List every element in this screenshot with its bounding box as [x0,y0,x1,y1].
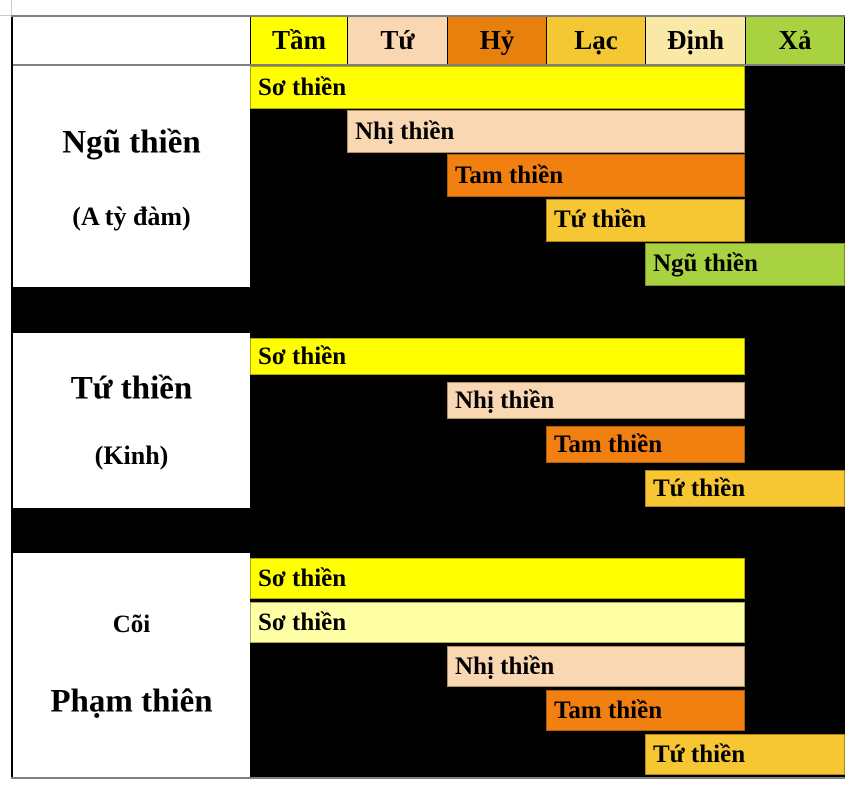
column-header-tu: Tứ [347,17,447,64]
jhana-bar-ngu-thien-a-ty-dam-tam-thien: Tam thiền [447,154,745,198]
section-subtitle: Phạm thiên [50,683,213,720]
jhana-bar-coi-pham-thien-tam-thien: Tam thiền [546,690,745,731]
section-subtitle: (Kinh) [94,440,169,470]
jhana-bar-ngu-thien-a-ty-dam-ngu-thien: Ngũ thiền [645,242,845,286]
spreadsheet-gridline-artifact-horizontal [0,15,11,16]
jhana-bar-coi-pham-thien-so-thien: Sơ thiền [250,558,745,599]
column-header-tam: Tầm [250,17,347,64]
section-title: Cõi [112,610,151,638]
jhana-bar-tu-thien-kinh-tam-thien: Tam thiền [546,426,745,463]
jhana-bar-tu-thien-kinh-tu-thien: Tứ thiền [645,470,845,507]
jhana-bar-tu-thien-kinh-nhi-thien: Nhị thiền [447,382,745,419]
jhana-bar-ngu-thien-a-ty-dam-nhi-thien: Nhị thiền [347,110,745,154]
spreadsheet-gridline-artifact-vertical [11,0,12,15]
table-top-border [11,15,845,17]
jhana-bar-coi-pham-thien-so-thien-2: Sơ thiền [250,602,745,643]
jhana-bar-coi-pham-thien-tu-thien: Tứ thiền [645,734,845,775]
section-title: Tứ thiền [70,370,193,407]
table-bottom-border [11,777,845,779]
jhana-bar-coi-pham-thien-nhi-thien: Nhị thiền [447,646,745,687]
section-subtitle: (A tỳ đàm) [72,202,191,232]
column-header-hy: Hỷ [447,17,546,64]
jhana-bar-tu-thien-kinh-so-thien: Sơ thiền [250,338,745,375]
jhana-bar-ngu-thien-a-ty-dam-so-thien: Sơ thiền [250,66,745,109]
header-spacer-cell [13,17,250,64]
section-label-tu-thien-kinh: Tứ thiền (Kinh) [13,333,250,508]
table-left-border [11,17,13,777]
column-header-lac: Lạc [546,17,645,64]
factor-table: Tầm Tứ Hỷ Lạc Định Xả Ngũ thiền (A tỳ đàm) Sơ th… [11,15,845,779]
header-divider-line [11,64,845,66]
column-header-dinh: Định [645,17,745,64]
column-header-xa: Xả [745,17,845,64]
section-label-ngu-thien-a-ty-dam: Ngũ thiền (A tỳ đàm) [13,66,250,287]
jhana-bar-ngu-thien-a-ty-dam-tu-thien: Tứ thiền [546,198,745,242]
section-title: Ngũ thiền [62,124,201,161]
section-label-coi-pham-thien: Cõi Phạm thiên [13,553,250,777]
